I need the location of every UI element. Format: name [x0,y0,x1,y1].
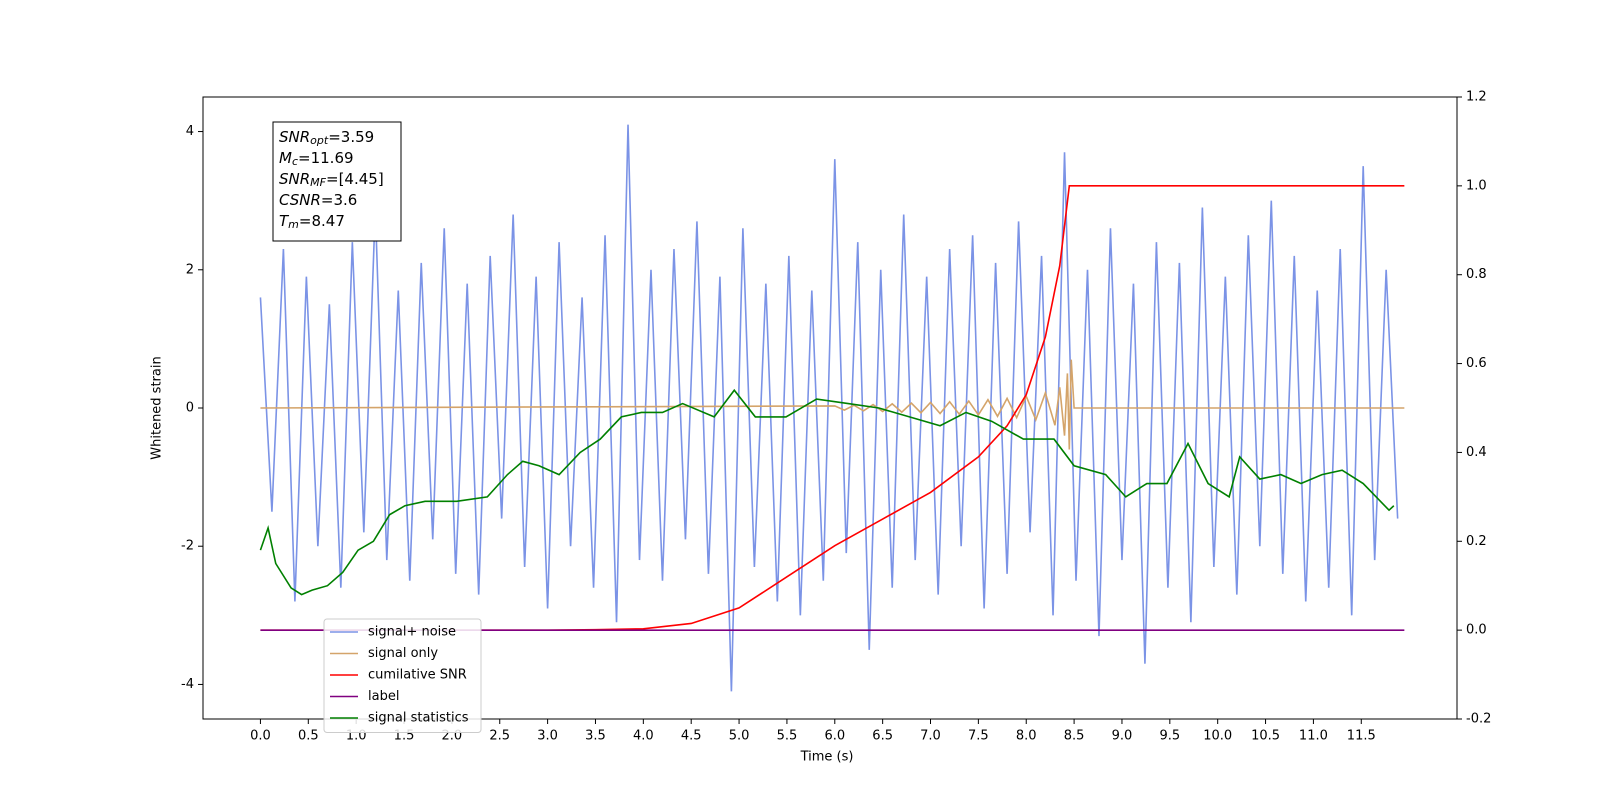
series-line [259,388,1395,596]
annotation-symbol: CSNR [279,191,321,209]
y2-tick-label: 0.6 [1466,356,1487,371]
y2-tick-label: 0.0 [1466,623,1487,638]
annotation-text: Mc=11.69 [279,149,354,169]
annotation-symbol: T [279,212,290,230]
x-tick-label: 4.0 [633,729,654,744]
annotation-symbol: M [279,149,292,167]
annotation-subscript: c [292,155,298,168]
annotation-value: =3.6 [321,191,357,209]
annotation-value: =8.47 [299,212,345,230]
y-tick-label: 2 [186,262,194,277]
series-line [260,359,1405,450]
annotation-value: =11.69 [298,149,354,167]
x-tick-label: 7.5 [968,729,989,744]
legend-label: cumilative SNR [368,668,467,683]
legend-box [323,618,482,733]
x-tick-label: 8.0 [1016,729,1037,744]
annotation-box [272,121,402,242]
x-tick-label: 5.5 [777,729,798,744]
annotation-text: SNRopt=3.59 [279,128,374,148]
y-tick-label: -2 [181,539,194,554]
x-tick-label: 3.5 [585,729,606,744]
annotation-text: SNRMF=[4.45] [279,170,384,190]
annotation-subscript: MF [310,176,326,189]
x-tick-label: 2.5 [489,729,510,744]
x-tick-label: 9.0 [1112,729,1133,744]
x-tick-label: 11.0 [1299,729,1328,744]
x-axis-label: Time (s) [800,750,854,765]
y2-tick-label: 1.2 [1466,90,1487,105]
y2-tick-label: -0.2 [1466,712,1491,727]
x-tick-label: 10.5 [1251,729,1280,744]
y2-tick-label: 0.2 [1466,534,1487,549]
annotation-subscript: m [288,218,299,231]
x-tick-label: 0.0 [250,729,271,744]
x-tick-label: 5.0 [729,729,750,744]
annotation-symbol: SNR [279,170,310,188]
y-tick-label: 4 [186,124,194,139]
y-tick-label: -4 [181,677,194,692]
x-tick-label: 8.5 [1064,729,1085,744]
annotation-text: Tm=8.47 [279,212,345,232]
y2-tick-label: 1.0 [1466,178,1487,193]
series-line [259,124,1399,692]
legend-label: signal statistics [368,711,469,726]
y2-tick-label: 0.4 [1466,445,1487,460]
x-tick-label: 0.5 [298,729,319,744]
legend-label: label [368,689,399,704]
annotation-value: =3.59 [328,128,374,146]
y-tick-label: 0 [186,401,194,416]
x-tick-label: 11.5 [1347,729,1376,744]
x-tick-label: 10.0 [1203,729,1232,744]
annotation-text: CSNR=3.6 [279,191,357,209]
x-tick-label: 4.5 [681,729,702,744]
legend-label: signal+ noise [368,625,456,640]
x-tick-label: 9.5 [1159,729,1180,744]
y2-tick-label: 0.8 [1466,267,1487,282]
y-axis-label: Whitened strain [150,356,165,459]
x-tick-label: 6.5 [872,729,893,744]
annotation-value: =[4.45] [326,170,384,188]
x-tick-label: 6.0 [824,729,845,744]
legend-label: signal only [368,646,438,661]
x-tick-label: 3.0 [537,729,558,744]
series-line [260,185,1405,631]
annotation-subscript: opt [310,134,329,147]
x-tick-label: 7.0 [920,729,941,744]
annotation-symbol: SNR [279,128,310,146]
